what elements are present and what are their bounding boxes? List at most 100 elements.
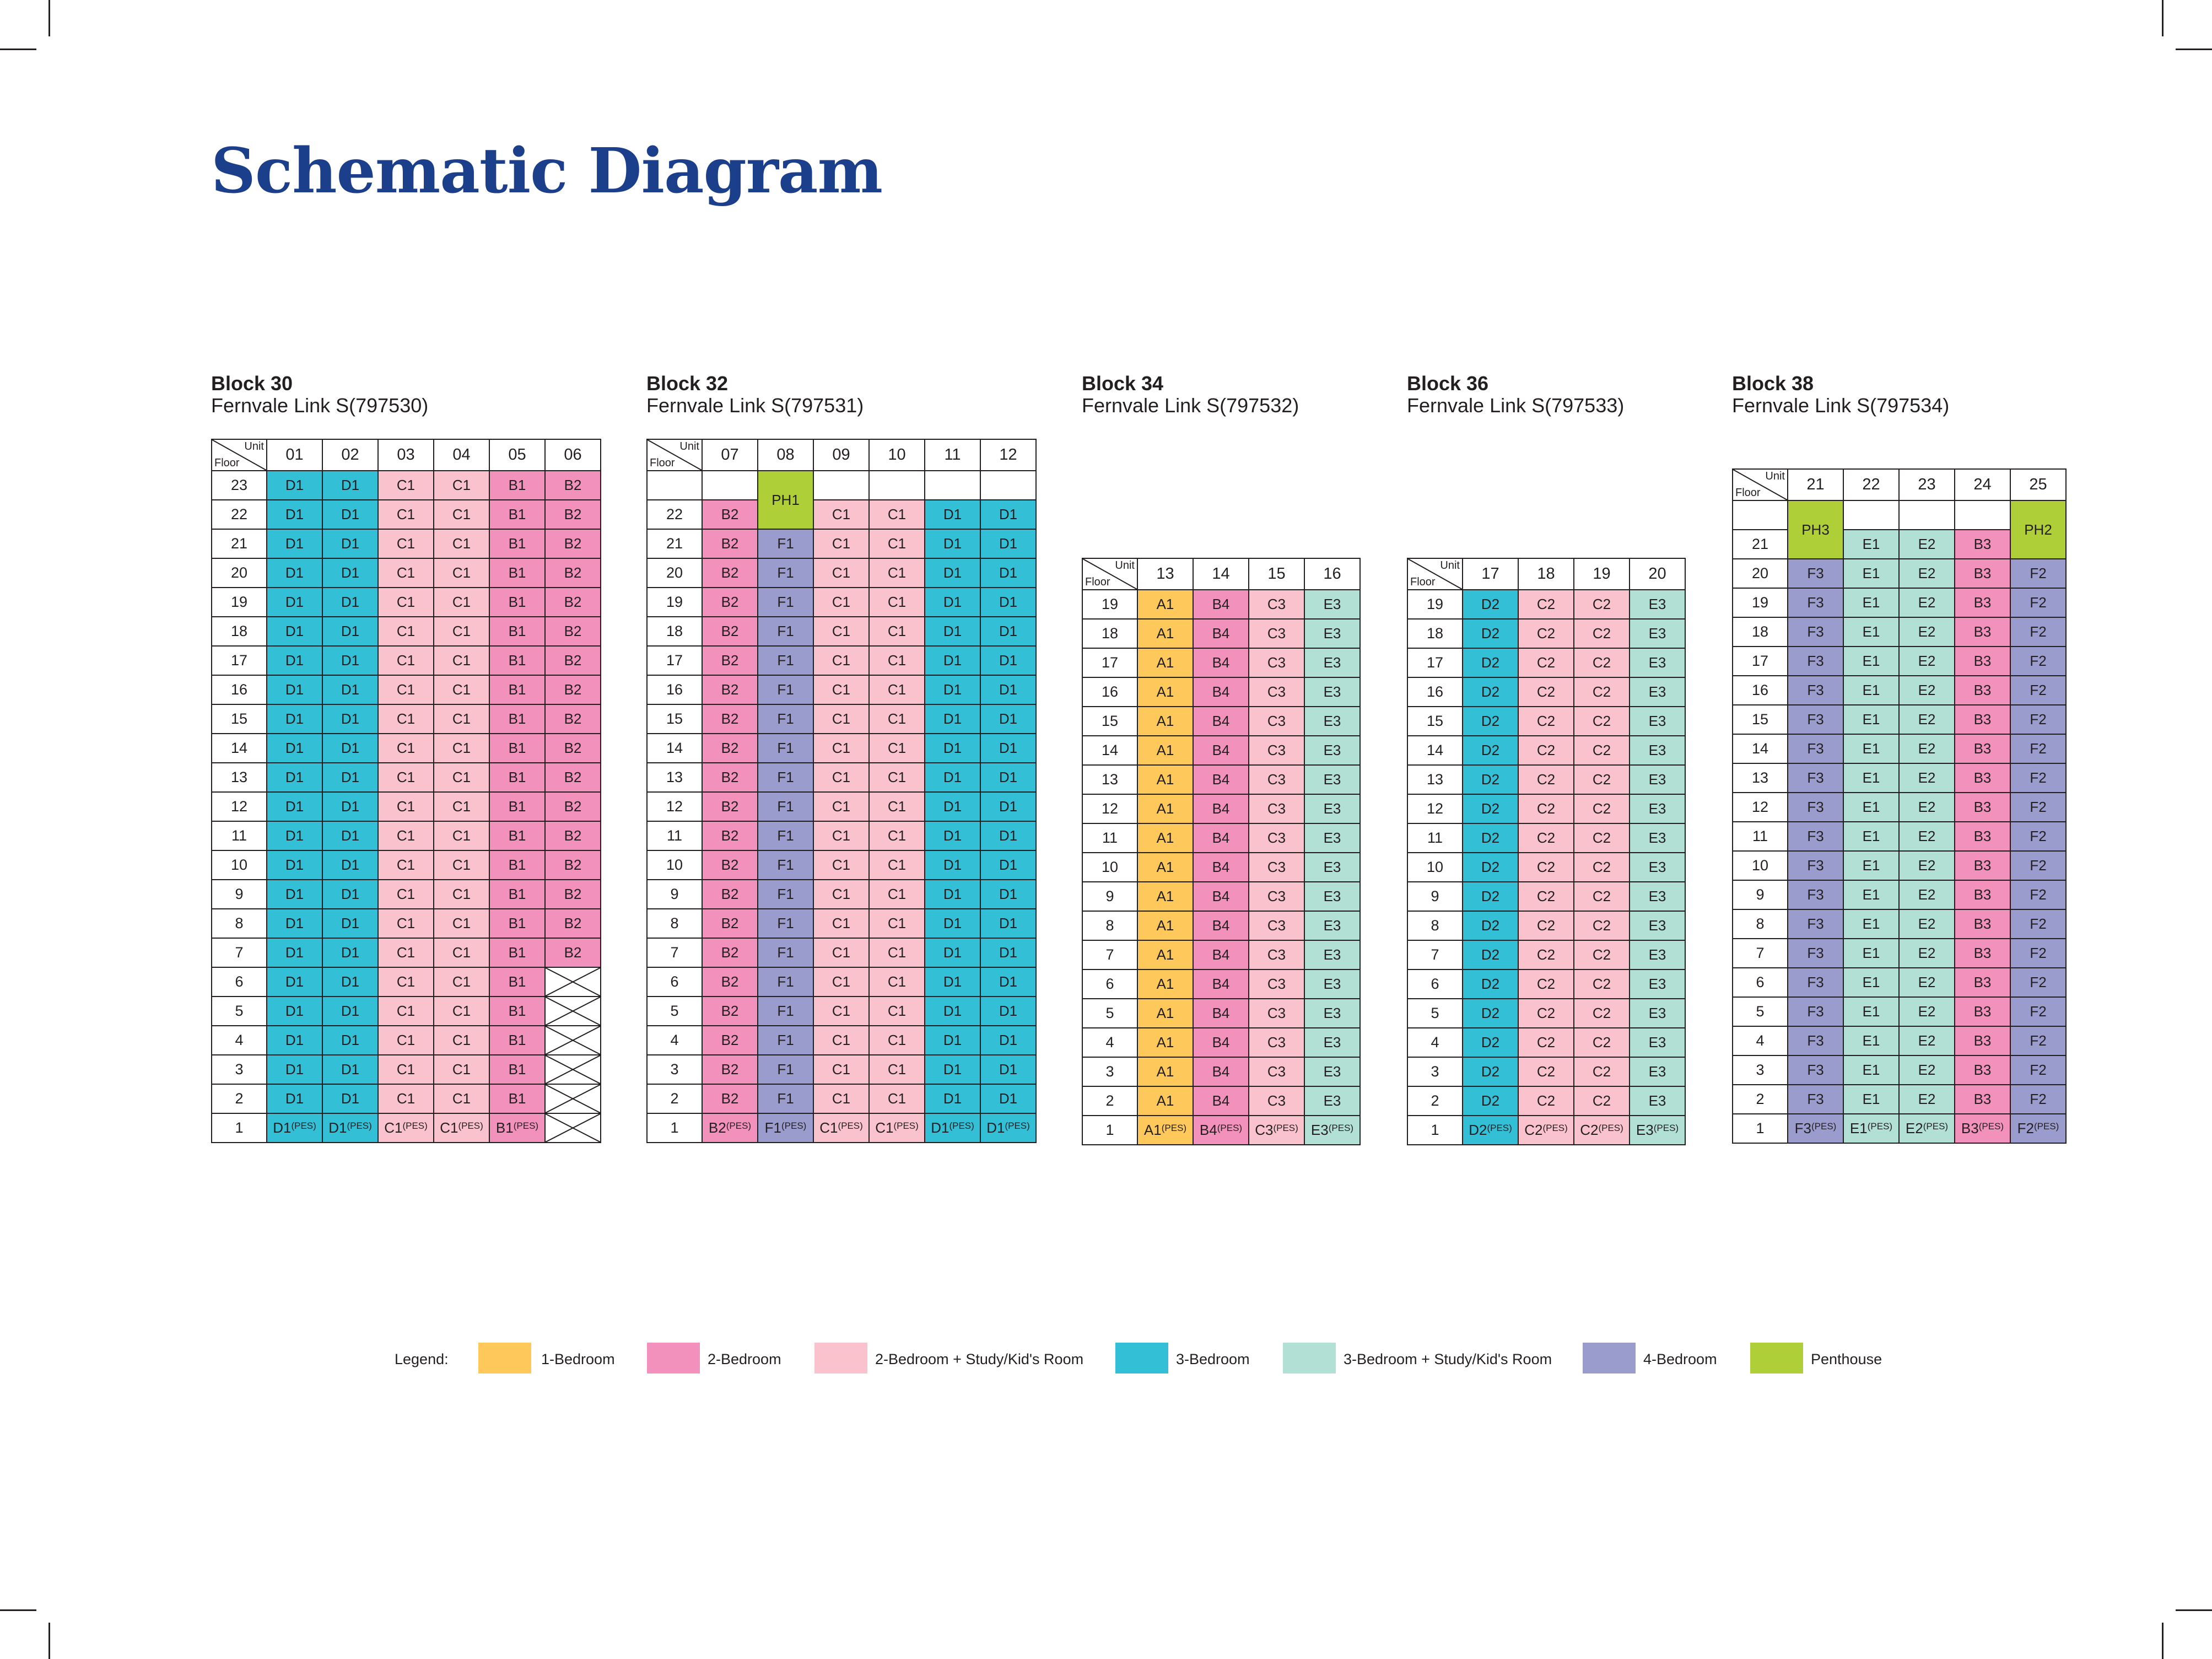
unit-cell[interactable]: B3: [1954, 967, 2011, 998]
unit-cell[interactable]: E3: [1629, 618, 1686, 649]
unit-cell[interactable]: B4: [1193, 1027, 1249, 1058]
unit-cell[interactable]: E3: [1304, 852, 1361, 882]
unit-cell[interactable]: D1: [924, 558, 981, 588]
unit-cell[interactable]: E3: [1629, 648, 1686, 678]
unit-cell[interactable]: F2: [2010, 588, 2067, 618]
unit-cell[interactable]: E1: [1843, 792, 1900, 822]
unit-cell[interactable]: E3(PES): [1304, 1115, 1361, 1145]
unit-cell[interactable]: C1: [868, 587, 925, 617]
unit-cell[interactable]: D1: [266, 1084, 323, 1114]
unit-cell[interactable]: F3: [1787, 675, 1844, 705]
unit-cell[interactable]: B2: [544, 733, 601, 763]
unit-cell[interactable]: D1: [924, 1054, 981, 1085]
unit-cell[interactable]: D1: [924, 733, 981, 763]
unit-cell[interactable]: C1: [868, 1084, 925, 1114]
unit-cell[interactable]: B2: [702, 938, 758, 968]
unit-cell[interactable]: C1: [813, 499, 870, 530]
unit-cell[interactable]: C1: [868, 967, 925, 997]
unit-cell[interactable]: E1(PES): [1843, 1113, 1900, 1144]
unit-cell[interactable]: E3: [1304, 823, 1361, 853]
unit-cell[interactable]: C3: [1248, 648, 1305, 678]
unit-cell[interactable]: C3: [1248, 589, 1305, 620]
unit-cell[interactable]: E3: [1629, 677, 1686, 707]
unit-cell[interactable]: A1: [1137, 940, 1194, 970]
unit-cell[interactable]: F3: [1787, 997, 1844, 1027]
unit-cell[interactable]: D1: [322, 529, 379, 559]
unit-cell[interactable]: C2: [1573, 706, 1630, 736]
unit-cell[interactable]: B2: [702, 529, 758, 559]
unit-cell[interactable]: F3: [1787, 850, 1844, 881]
unit-cell[interactable]: B4: [1193, 911, 1249, 941]
unit-cell[interactable]: C2: [1518, 998, 1574, 1028]
unit-cell[interactable]: C2: [1518, 969, 1574, 999]
unit-cell[interactable]: D2: [1462, 969, 1519, 999]
unit-cell[interactable]: A1: [1137, 794, 1194, 824]
unit-cell[interactable]: F3(PES): [1787, 1113, 1844, 1144]
unit-cell[interactable]: F2: [2010, 1084, 2067, 1114]
unit-cell[interactable]: E2(PES): [1898, 1113, 1955, 1144]
unit-cell[interactable]: F3: [1787, 704, 1844, 735]
unit-cell[interactable]: D1(PES): [924, 1113, 981, 1143]
unit-cell[interactable]: A1: [1137, 735, 1194, 766]
unit-cell[interactable]: D1: [266, 733, 323, 763]
unit-cell[interactable]: D1: [980, 879, 1037, 909]
unit-cell[interactable]: F2: [2010, 850, 2067, 881]
unit-cell[interactable]: C1: [813, 1084, 870, 1114]
unit-cell[interactable]: A1: [1137, 852, 1194, 882]
unit-cell[interactable]: B3: [1954, 821, 2011, 852]
unit-cell[interactable]: F2: [2010, 704, 2067, 735]
unit-cell[interactable]: C1: [868, 558, 925, 588]
unit-cell[interactable]: B1: [489, 938, 546, 968]
unit-cell[interactable]: D1: [322, 762, 379, 793]
unit-cell[interactable]: B3: [1954, 617, 2011, 647]
unit-cell[interactable]: C1: [813, 938, 870, 968]
unit-cell[interactable]: F2: [2010, 617, 2067, 647]
unit-cell[interactable]: D2: [1462, 823, 1519, 853]
unit-cell[interactable]: D1: [924, 704, 981, 734]
unit-cell[interactable]: F2: [2010, 997, 2067, 1027]
unit-cell[interactable]: C1: [377, 791, 434, 822]
unit-cell[interactable]: E3: [1629, 1057, 1686, 1087]
unit-cell[interactable]: C1: [813, 558, 870, 588]
unit-cell[interactable]: D1: [924, 967, 981, 997]
unit-cell[interactable]: C2: [1573, 677, 1630, 707]
unit-cell[interactable]: F1: [757, 704, 814, 734]
unit-cell[interactable]: B2: [544, 704, 601, 734]
unit-cell[interactable]: C1: [813, 733, 870, 763]
unit-cell[interactable]: D1: [924, 791, 981, 822]
unit-cell[interactable]: C1: [377, 587, 434, 617]
unit-cell[interactable]: C1: [377, 996, 434, 1026]
unit-cell[interactable]: B2: [702, 1025, 758, 1055]
unit-cell[interactable]: E3: [1629, 940, 1686, 970]
unit-cell[interactable]: C1: [868, 850, 925, 880]
unit-cell[interactable]: D1: [322, 675, 379, 705]
unit-cell[interactable]: F3: [1787, 792, 1844, 822]
unit-cell[interactable]: B4: [1193, 969, 1249, 999]
unit-cell[interactable]: D1: [266, 587, 323, 617]
unit-cell[interactable]: F1(PES): [757, 1113, 814, 1143]
unit-cell[interactable]: B1: [489, 762, 546, 793]
unit-cell[interactable]: F1: [757, 558, 814, 588]
unit-cell[interactable]: C1: [433, 791, 490, 822]
unit-cell[interactable]: E2: [1898, 588, 1955, 618]
unit-cell[interactable]: D1: [322, 996, 379, 1026]
unit-cell[interactable]: C1: [377, 850, 434, 880]
unit-cell[interactable]: C3: [1248, 881, 1305, 912]
unit-cell[interactable]: C3: [1248, 1086, 1305, 1116]
unit-cell[interactable]: E1: [1843, 850, 1900, 881]
unit-cell[interactable]: B2: [702, 499, 758, 530]
unit-cell[interactable]: F1: [757, 762, 814, 793]
unit-cell[interactable]: B2: [544, 675, 601, 705]
unit-cell[interactable]: B4: [1193, 648, 1249, 678]
unit-cell[interactable]: D1: [980, 1054, 1037, 1085]
unit-cell[interactable]: D1: [322, 850, 379, 880]
unit-cell[interactable]: B4: [1193, 677, 1249, 707]
unit-cell[interactable]: C1: [433, 762, 490, 793]
unit-cell[interactable]: B2: [702, 616, 758, 647]
unit-cell[interactable]: B2: [702, 558, 758, 588]
unit-cell[interactable]: C1: [868, 704, 925, 734]
unit-cell[interactable]: D1: [980, 1025, 1037, 1055]
unit-cell[interactable]: B4: [1193, 735, 1249, 766]
unit-cell[interactable]: B2: [544, 558, 601, 588]
unit-cell[interactable]: B3: [1954, 588, 2011, 618]
